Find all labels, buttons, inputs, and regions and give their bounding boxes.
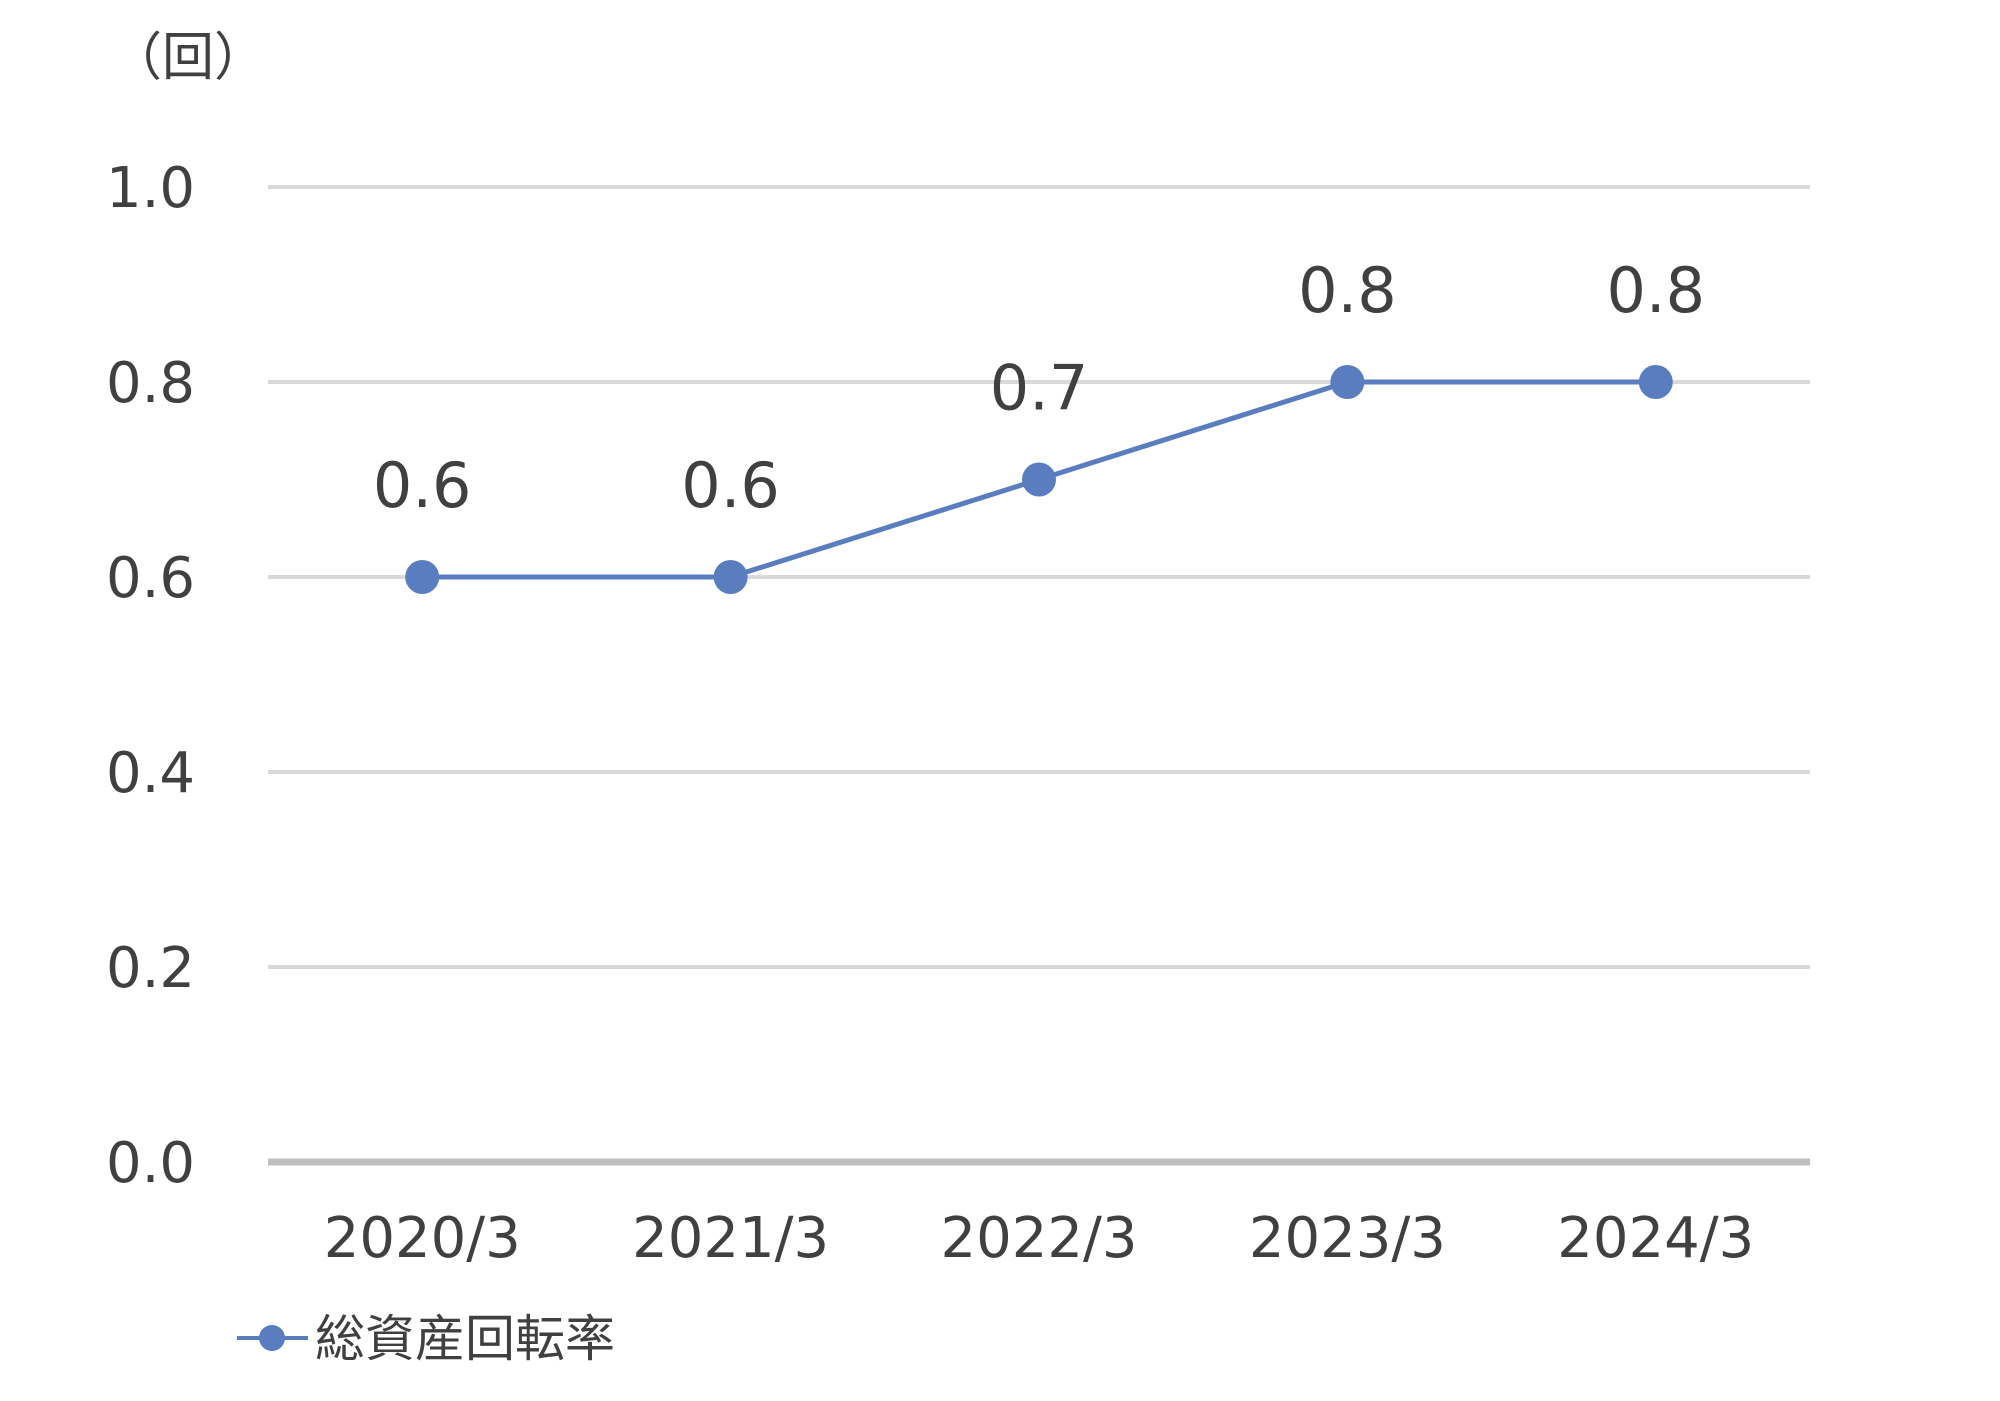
x-tick-label: 2022/3 xyxy=(940,1206,1137,1271)
x-tick-label: 2023/3 xyxy=(1249,1206,1446,1271)
series-总資産回転率 xyxy=(405,365,1673,594)
y-tick-label: 0.4 xyxy=(106,741,195,806)
y-axis-unit-label: （回） xyxy=(110,28,266,88)
data-point xyxy=(1638,365,1673,399)
data-point xyxy=(405,560,440,594)
x-axis-tick-labels: 2020/3 2021/3 2022/3 2023/3 2024/3 xyxy=(324,1206,1755,1271)
data-label: 0.6 xyxy=(373,449,472,522)
legend-series-name: 総資産回転率 xyxy=(315,1310,615,1368)
x-tick-label: 2024/3 xyxy=(1557,1206,1754,1271)
data-point xyxy=(1330,365,1365,399)
x-tick-label: 2021/3 xyxy=(632,1206,829,1271)
data-point xyxy=(713,560,748,594)
y-tick-label: 0.2 xyxy=(106,936,195,1001)
y-tick-label: 1.0 xyxy=(106,156,195,221)
legend: 総資産回転率 xyxy=(237,1310,615,1368)
y-axis-tick-labels: 0.0 0.2 0.4 0.6 0.8 1.0 xyxy=(106,156,195,1196)
data-labels: 0.6 0.6 0.7 0.8 0.8 xyxy=(373,254,1705,522)
data-label: 0.6 xyxy=(681,449,780,522)
gridlines xyxy=(268,185,1810,1166)
data-label: 0.8 xyxy=(1606,254,1705,327)
y-tick-label: 0.0 xyxy=(106,1131,195,1196)
data-label: 0.8 xyxy=(1298,254,1397,327)
y-tick-label: 0.6 xyxy=(106,546,195,611)
y-tick-label: 0.8 xyxy=(106,351,195,416)
data-label: 0.7 xyxy=(990,352,1089,425)
data-point xyxy=(1022,462,1056,497)
x-tick-label: 2020/3 xyxy=(324,1206,521,1271)
legend-marker-swatch xyxy=(259,1325,285,1351)
